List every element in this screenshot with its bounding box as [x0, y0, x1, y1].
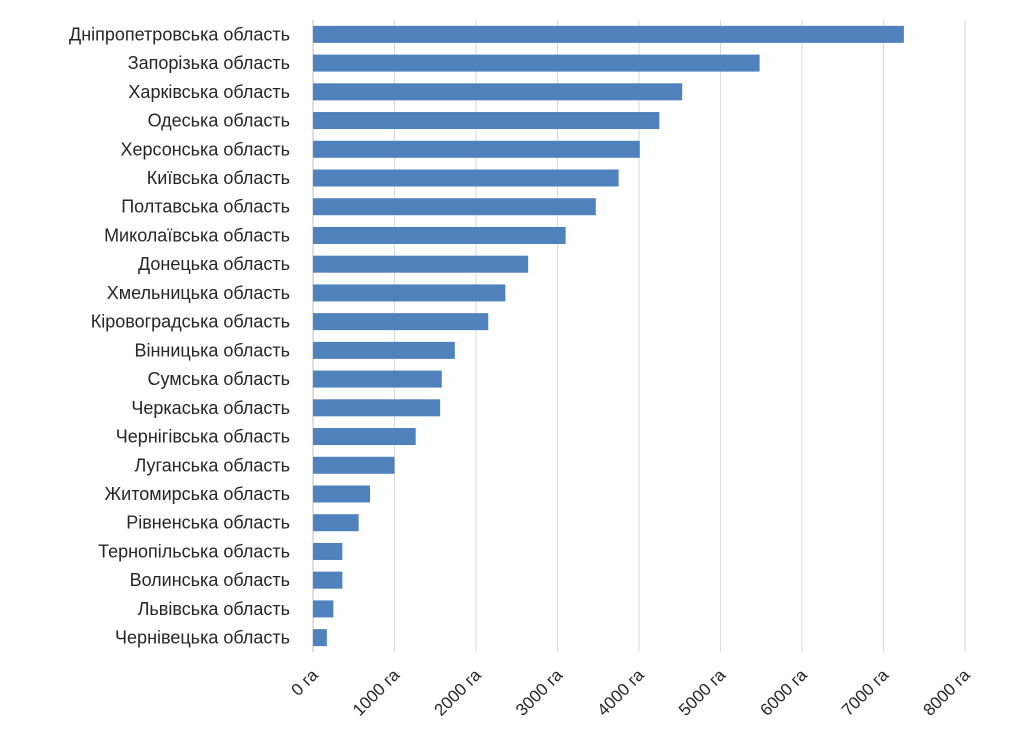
x-tick-label: 2000 га — [431, 665, 486, 720]
category-label: Сумська область — [148, 369, 290, 389]
bar — [313, 370, 442, 388]
x-tick-label: 4000 га — [594, 665, 649, 720]
bar — [313, 198, 596, 216]
category-label: Чернігівська область — [116, 427, 290, 447]
category-label: Тернопільська область — [98, 541, 290, 561]
category-label: Херсонська область — [121, 139, 291, 159]
category-label: Рівненська область — [126, 513, 290, 533]
category-label: Харківська область — [128, 82, 290, 102]
category-label: Луганська область — [135, 455, 290, 475]
bar — [313, 25, 904, 43]
x-tick-label: 6000 га — [757, 665, 812, 720]
x-tick-label: 1000 га — [349, 665, 404, 720]
bar — [313, 485, 371, 503]
bar — [313, 83, 683, 101]
bar — [313, 169, 619, 187]
category-label: Хмельницька область — [107, 283, 290, 303]
bar — [313, 284, 506, 302]
category-label: Волинська область — [130, 570, 290, 590]
category-label: Одеська область — [148, 111, 290, 131]
bar — [313, 399, 441, 417]
category-label: Полтавська область — [121, 197, 290, 217]
bars — [313, 25, 904, 647]
bar — [313, 54, 760, 72]
category-labels: Дніпропетровська область Запорізька облас… — [69, 24, 290, 647]
category-label: Львівська область — [138, 599, 290, 619]
x-tick-label: 5000 га — [675, 665, 730, 720]
category-label: Вінницька область — [134, 340, 290, 360]
x-tick-label: 8000 га — [920, 665, 975, 720]
x-tick-label: 3000 га — [512, 665, 567, 720]
bar — [313, 112, 660, 130]
x-axis-tick-labels: 0 га 1000 га 2000 га 3000 га 4000 га 5000 га 6… — [288, 665, 975, 720]
category-label: Миколаївська область — [104, 225, 290, 245]
bar — [313, 542, 343, 560]
category-label: Кіровоградська область — [91, 312, 290, 332]
x-tick-label: 0 га — [288, 665, 323, 700]
bar — [313, 514, 359, 532]
category-label: Донецька область — [138, 254, 290, 274]
category-label: Житомирська область — [105, 484, 290, 504]
bar — [313, 313, 489, 331]
category-label: Черкаська область — [131, 398, 290, 418]
category-label: Запорізька область — [128, 53, 290, 73]
category-label: Дніпропетровська область — [69, 24, 290, 44]
bar — [313, 456, 395, 474]
bar — [313, 629, 327, 647]
bar — [313, 226, 566, 244]
bar — [313, 428, 416, 446]
category-label: Чернівецька область — [115, 628, 290, 648]
bar — [313, 341, 455, 359]
bar — [313, 600, 334, 618]
category-label: Київська область — [147, 168, 290, 188]
x-tick-label: 7000 га — [838, 665, 893, 720]
bar — [313, 140, 640, 158]
bar — [313, 255, 529, 273]
bar — [313, 571, 343, 589]
